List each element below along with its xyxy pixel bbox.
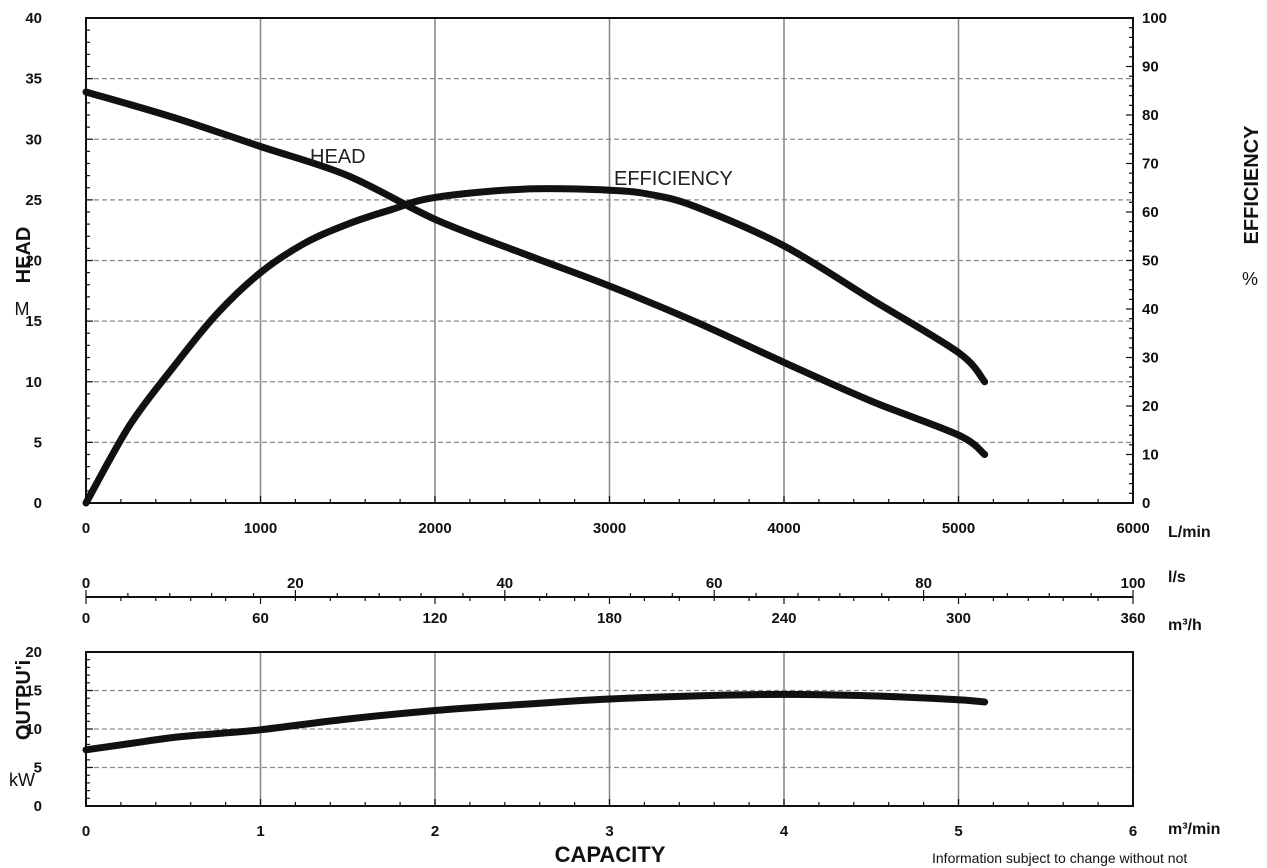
output-tick-label: 0 (34, 798, 42, 815)
m3min-axis-unit: m³/min (1168, 821, 1220, 838)
efficiency-curve (82, 185, 989, 507)
ls-tick-label: 80 (915, 575, 932, 592)
efficiency-axis-unit: % (1242, 269, 1258, 289)
output-curve (82, 690, 989, 754)
m3h-tick-label: 120 (422, 610, 447, 627)
m3h-axis-unit: m³/h (1168, 617, 1202, 634)
efficiency-tick-label: 50 (1142, 253, 1159, 270)
lmin-tick-label: 2000 (418, 520, 451, 537)
m3h-tick-label: 0 (82, 610, 90, 627)
efficiency-tick-label: 40 (1142, 301, 1159, 318)
lmin-tick-label: 6000 (1116, 520, 1149, 537)
m3h-tick-label: 180 (597, 610, 622, 627)
efficiency-tick-label: 90 (1142, 59, 1159, 76)
head-tick-label: 15 (25, 313, 42, 330)
head-tick-label: 10 (25, 374, 42, 391)
head-tick-label: 5 (34, 434, 42, 451)
head-tick-label: 0 (34, 495, 42, 512)
top-chart-grid (86, 18, 1133, 503)
head-tick-label: 30 (25, 131, 42, 148)
ls-tick-label: 100 (1120, 575, 1145, 592)
ls-tick-label: 40 (496, 575, 513, 592)
lmin-tick-label: 3000 (593, 520, 626, 537)
efficiency-curve-label: EFFICIENCY (614, 168, 733, 190)
disclaimer-note: Information subject to change without no… (932, 850, 1187, 866)
efficiency-tick-label: 100 (1142, 10, 1167, 27)
m3min-tick-label: 2 (431, 823, 439, 840)
m3h-tick-label: 60 (252, 610, 269, 627)
m3min-tick-label: 4 (780, 823, 789, 840)
head-curve (82, 88, 989, 458)
lmin-tick-label: 0 (82, 520, 90, 537)
efficiency-tick-label: 10 (1142, 447, 1159, 464)
efficiency-tick-label: 20 (1142, 398, 1159, 415)
output-tick-label: 15 (25, 683, 42, 700)
lmin-tick-label: 4000 (767, 520, 800, 537)
tick-labels: 0 1000 2000 3000 4000 5000 6000051015202530354… (25, 10, 1167, 840)
ls-tick-label: 0 (82, 575, 90, 592)
m3min-tick-label: 3 (605, 823, 613, 840)
m3h-tick-label: 360 (1120, 610, 1145, 627)
series-lines (82, 88, 989, 754)
m3min-tick-label: 0 (82, 823, 90, 840)
capacity-caption: CAPACITY (555, 842, 666, 867)
m3h-tick-label: 240 (771, 610, 796, 627)
head-axis-unit: M (15, 299, 30, 319)
output-tick-label: 20 (25, 644, 42, 661)
m3min-tick-label: 6 (1129, 823, 1137, 840)
efficiency-tick-label: 70 (1142, 156, 1159, 173)
m3min-tick-label: 1 (256, 823, 264, 840)
head-curve-label: HEAD (310, 146, 366, 168)
m3min-tick-label: 5 (954, 823, 962, 840)
lmin-tick-label: 1000 (244, 520, 277, 537)
efficiency-tick-label: 30 (1142, 350, 1159, 367)
chart-axes (85, 17, 1134, 807)
efficiency-tick-label: 60 (1142, 204, 1159, 221)
head-tick-label: 25 (25, 192, 42, 209)
head-tick-label: 35 (25, 71, 42, 88)
ls-tick-label: 60 (706, 575, 723, 592)
output-tick-label: 10 (25, 721, 42, 738)
head-tick-label: 20 (25, 253, 42, 270)
output-tick-label: 5 (34, 760, 42, 777)
ls-axis-unit: l/s (1168, 569, 1186, 586)
output-axis-title: OUTPU'i (13, 660, 35, 740)
ls-tick-label: 20 (287, 575, 304, 592)
efficiency-tick-label: 0 (1142, 495, 1150, 512)
efficiency-tick-label: 80 (1142, 107, 1159, 124)
lmin-axis-unit: L/min (1168, 524, 1211, 541)
output-axis-unit: kW (9, 770, 35, 790)
m3h-tick-label: 300 (946, 610, 971, 627)
head-axis-title: HEAD (13, 227, 35, 284)
lmin-tick-label: 5000 (942, 520, 975, 537)
efficiency-axis-title: EFFICIENCY (1241, 125, 1263, 245)
head-tick-label: 40 (25, 10, 42, 27)
